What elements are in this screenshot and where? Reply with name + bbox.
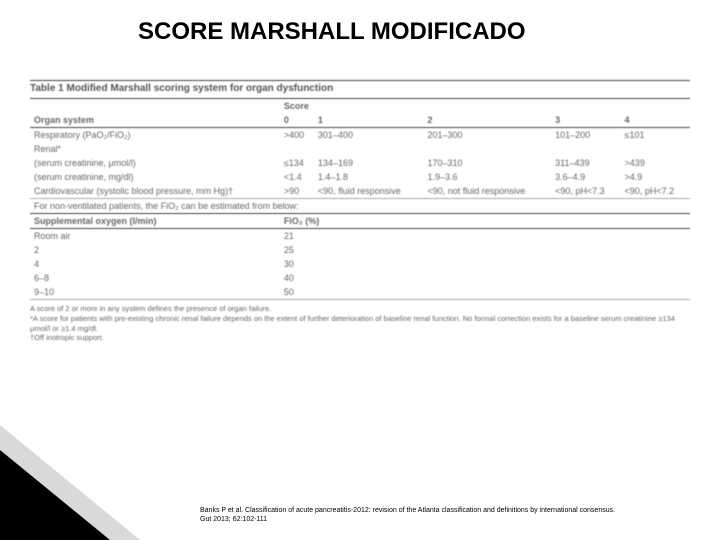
cell: ≤134 bbox=[280, 156, 314, 170]
citation-line1: Banks P et al. Classification of acute p… bbox=[200, 507, 615, 514]
cell: <1.4 bbox=[280, 170, 314, 184]
cell: ≤101 bbox=[621, 128, 690, 143]
cell: 201–300 bbox=[423, 128, 551, 143]
table-caption: Table 1 Modified Marshall scoring system… bbox=[30, 80, 690, 99]
cell: <90, not fluid responsive bbox=[423, 184, 551, 199]
nonvent-note: For non-ventilated patients, the FiO₂ ca… bbox=[30, 199, 690, 214]
cell: 301–400 bbox=[314, 128, 424, 143]
row-label: (serum creatinine, mg/dl) bbox=[30, 170, 280, 184]
fio2-cell: 40 bbox=[280, 271, 690, 285]
footnote-score: A score of 2 or more in any system defin… bbox=[30, 304, 690, 314]
cell: <90, pH<7.3 bbox=[551, 184, 620, 199]
page-title: SCORE MARSHALL MODIFICADO bbox=[138, 18, 526, 46]
cell: 101–200 bbox=[551, 128, 620, 143]
cell: 311–439 bbox=[551, 156, 620, 170]
o2-cell: 9–10 bbox=[30, 285, 280, 300]
cell: <90, pH<7.2 bbox=[621, 184, 690, 199]
cell: 1.9–3.6 bbox=[423, 170, 551, 184]
row-label: Cardiovascular (systolic blood pressure,… bbox=[30, 184, 280, 199]
cell: 1.4–1.8 bbox=[314, 170, 424, 184]
footnote-star: *A score for patients with pre-existing … bbox=[30, 314, 690, 334]
col-score: Score bbox=[280, 99, 690, 113]
cell: >439 bbox=[621, 156, 690, 170]
o2-cell: 2 bbox=[30, 243, 280, 257]
cell: 3.6–4.9 bbox=[551, 170, 620, 184]
fio2-cell: 21 bbox=[280, 229, 690, 244]
fio2-header: FiO₂ (%) bbox=[280, 214, 690, 229]
row-label: Respiratory (PaO₂/FiO₂) bbox=[30, 128, 280, 143]
fio2-cell: 50 bbox=[280, 285, 690, 300]
fio2-cell: 25 bbox=[280, 243, 690, 257]
row-label: Renal* bbox=[30, 142, 280, 156]
score-col: 4 bbox=[621, 113, 690, 128]
cell: >4.9 bbox=[621, 170, 690, 184]
score-col: 0 bbox=[280, 113, 314, 128]
score-col: 1 bbox=[314, 113, 424, 128]
citation-line2: Gut 2013; 62:102-111 bbox=[200, 516, 267, 523]
cell: <90, fluid responsive bbox=[314, 184, 424, 199]
o2-cell: Room air bbox=[30, 229, 280, 244]
o2-cell: 4 bbox=[30, 257, 280, 271]
table-figure: Table 1 Modified Marshall scoring system… bbox=[30, 80, 690, 343]
cell: 134–169 bbox=[314, 156, 424, 170]
score-col: 2 bbox=[423, 113, 551, 128]
suppl-o2-header: Supplemental oxygen (l/min) bbox=[30, 214, 280, 229]
row-label: (serum creatinine, μmol/l) bbox=[30, 156, 280, 170]
scoring-table: Organ system Score 0 1 2 3 4 Respiratory… bbox=[30, 99, 690, 300]
cell: 170–310 bbox=[423, 156, 551, 170]
o2-cell: 6–8 bbox=[30, 271, 280, 285]
score-col: 3 bbox=[551, 113, 620, 128]
footnote-dagger: †Off inotropic support. bbox=[30, 333, 690, 343]
cell: >400 bbox=[280, 128, 314, 143]
col-organ: Organ system bbox=[30, 99, 280, 128]
citation: Banks P et al. Classification of acute p… bbox=[200, 507, 700, 524]
fio2-cell: 30 bbox=[280, 257, 690, 271]
cell: >90 bbox=[280, 184, 314, 199]
corner-accent bbox=[0, 450, 110, 540]
footnotes: A score of 2 or more in any system defin… bbox=[30, 300, 690, 343]
